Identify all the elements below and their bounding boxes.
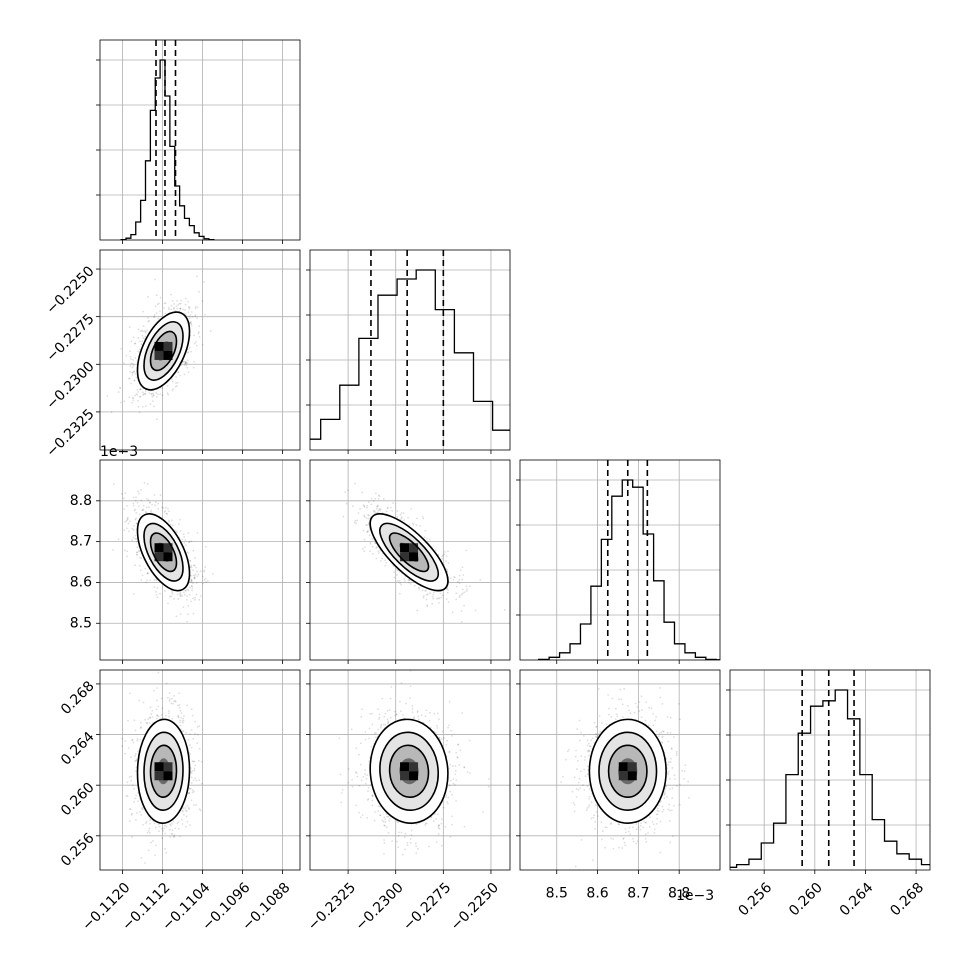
x-tick-label-p3: 0.260 bbox=[786, 880, 826, 920]
contour-line-1.5 bbox=[598, 731, 658, 811]
x-tick-label-p3: 0.256 bbox=[736, 880, 776, 920]
panel-frame-0-0 bbox=[99, 39, 301, 241]
y-tick-label-p1: −0.2325 bbox=[43, 406, 97, 460]
panel-frame-3-0 bbox=[99, 669, 301, 871]
histogram-step-p0 bbox=[120, 59, 215, 240]
pair-panel-p1-p2 bbox=[310, 460, 510, 660]
density-core bbox=[154, 762, 173, 781]
pair-panel-p2-p3 bbox=[520, 670, 720, 870]
panel-frame-2-2 bbox=[519, 459, 721, 661]
panel-frames bbox=[96, 39, 931, 874]
panel-frame-3-2 bbox=[519, 669, 721, 871]
y-tick-label-p3: 0.264 bbox=[58, 729, 98, 769]
y-tick-label-p2: 8.7 bbox=[70, 534, 92, 550]
x-tick-label-p2: 8.8 bbox=[668, 886, 690, 902]
panel-frame-1-1 bbox=[309, 249, 511, 451]
contour-line-2 bbox=[369, 718, 449, 824]
x-tick-label-p2: 8.5 bbox=[546, 886, 568, 902]
contour-line-2 bbox=[369, 513, 449, 592]
panel-frame-3-1 bbox=[309, 669, 511, 871]
x-tick-label-p2: 8.6 bbox=[586, 886, 608, 902]
marginal-hist-p3 bbox=[730, 670, 930, 870]
contour-line-1.5 bbox=[143, 522, 184, 582]
pair-panel-p0-p2 bbox=[100, 460, 300, 660]
panel-frame-2-1 bbox=[309, 459, 511, 661]
pair-panel-p0-p1 bbox=[100, 250, 300, 450]
contour-line-1.5 bbox=[143, 321, 184, 381]
marginal-hist-p2 bbox=[520, 460, 720, 660]
y-tick-label-p3: 0.260 bbox=[58, 780, 98, 820]
density-core bbox=[154, 341, 173, 360]
contour-line-1.5 bbox=[143, 731, 184, 811]
contour-line-1 bbox=[607, 744, 648, 799]
panel-frame-3-3 bbox=[729, 669, 931, 871]
y-tick-label-p2: 8.8 bbox=[70, 493, 92, 509]
contour-line-2 bbox=[136, 311, 191, 391]
x-tick-label-p3: 0.264 bbox=[837, 880, 877, 920]
x-tick-label-p3: 0.268 bbox=[887, 880, 927, 920]
density-core bbox=[400, 543, 419, 562]
y-tick-label-p1: −0.2250 bbox=[43, 263, 97, 317]
y-tick-label-p1: −0.2300 bbox=[43, 359, 97, 413]
density-core bbox=[400, 762, 419, 781]
x-tick-label-p1: −0.2325 bbox=[305, 880, 359, 934]
contour-line-1.5 bbox=[379, 731, 439, 811]
panel-frame-1-0 bbox=[99, 249, 301, 451]
y-tick-label-p2: 8.5 bbox=[70, 615, 92, 631]
density-core bbox=[618, 762, 637, 781]
density-core bbox=[154, 543, 173, 562]
y-tick-label-p2: 8.6 bbox=[70, 574, 92, 590]
marginal-hist-p0 bbox=[100, 40, 300, 240]
contour-line-1 bbox=[388, 744, 430, 799]
contour-line-1 bbox=[149, 744, 178, 799]
y-tick-label-p1: −0.2275 bbox=[43, 311, 97, 365]
contour-line-1 bbox=[149, 330, 178, 372]
x-tick-label-p2: 8.7 bbox=[627, 886, 649, 902]
x-tick-label-p1: −0.2275 bbox=[400, 880, 454, 934]
y-offset-label-p2: 1e−3 bbox=[100, 444, 138, 460]
contour-line-2 bbox=[588, 718, 667, 824]
x-tick-label-p1: −0.2250 bbox=[448, 880, 502, 934]
panel-frame-2-0 bbox=[99, 459, 301, 661]
marginal-hist-p1 bbox=[310, 250, 510, 450]
contour-line-1.5 bbox=[379, 522, 439, 582]
contour-line-1 bbox=[388, 532, 430, 573]
histogram-step-p3 bbox=[730, 689, 930, 868]
histogram-step-p2 bbox=[538, 479, 720, 660]
x-offset-label-p2: 1e−3 bbox=[676, 888, 714, 904]
contour-line-1 bbox=[149, 532, 178, 573]
pair-panel-p1-p3 bbox=[310, 670, 510, 870]
contour-line-2 bbox=[136, 513, 191, 592]
contour-line-2 bbox=[136, 718, 191, 824]
y-tick-label-p3: 0.256 bbox=[58, 830, 98, 870]
pair-panel-p0-p3 bbox=[100, 670, 300, 870]
histogram-step-p1 bbox=[310, 269, 510, 440]
y-tick-label-p3: 0.268 bbox=[58, 678, 98, 718]
x-tick-label-p1: −0.2300 bbox=[352, 880, 406, 934]
